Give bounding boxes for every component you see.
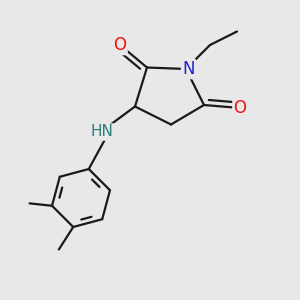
Text: N: N	[182, 60, 195, 78]
Text: O: O	[113, 36, 127, 54]
Text: HN: HN	[91, 124, 113, 140]
Text: O: O	[233, 99, 247, 117]
